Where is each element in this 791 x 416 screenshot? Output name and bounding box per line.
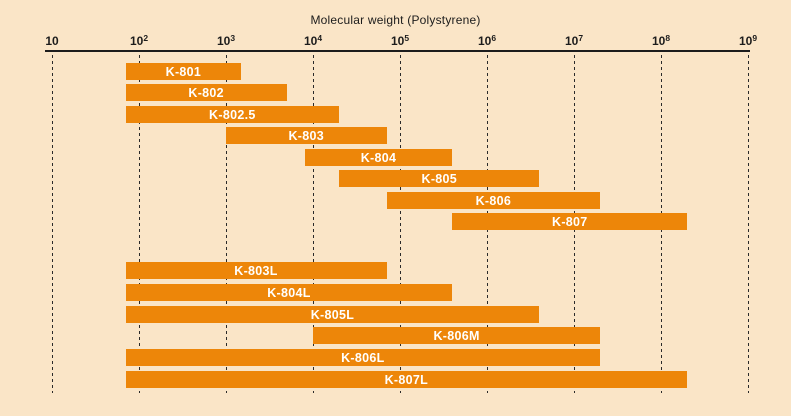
tick-base: 10 [390, 34, 405, 48]
tick-exponent: 4 [317, 33, 323, 43]
tick-exponent: 8 [665, 33, 671, 43]
x-tick-label: 104 [304, 34, 322, 48]
x-tick-label: 103 [217, 34, 235, 48]
bar-label: K-802 [188, 85, 224, 100]
tick-exponent: 9 [752, 33, 758, 43]
chart-title: Molecular weight (Polystyrene) [310, 13, 481, 27]
tick-exponent: 3 [230, 33, 236, 43]
range-bar-k-807: K-807 [452, 213, 688, 230]
x-tick-label: 105 [391, 34, 409, 48]
x-tick-label: 109 [739, 34, 757, 48]
x-axis-line [45, 50, 750, 52]
tick-base: 10 [651, 34, 666, 48]
bar-label: K-802.5 [209, 107, 256, 122]
range-bar-k-805: K-805 [339, 170, 540, 187]
range-bar-k-805l: K-805L [125, 306, 540, 323]
tick-base: 10 [564, 34, 579, 48]
decade-gridline [747, 55, 749, 393]
range-bar-k-806m: K-806M [313, 327, 601, 344]
bar-label: K-804L [267, 285, 311, 300]
x-tick-label: 106 [478, 34, 496, 48]
bar-label: K-806L [341, 350, 385, 365]
range-bar-k-802.5: K-802.5 [125, 106, 340, 123]
decade-gridline [399, 55, 401, 393]
bar-label: K-806 [475, 193, 512, 208]
tick-base: 10 [45, 34, 59, 48]
tick-exponent: 6 [491, 33, 497, 43]
x-tick-label: 102 [130, 34, 148, 48]
range-bar-k-806: K-806 [386, 192, 601, 209]
bar-label: K-803L [234, 263, 278, 278]
decade-gridline [51, 55, 53, 393]
range-bar-k-803l: K-803L [125, 262, 387, 279]
decade-gridline [312, 55, 314, 393]
x-tick-label: 108 [652, 34, 670, 48]
range-bar-k-804l: K-804L [125, 284, 453, 301]
tick-base: 10 [303, 34, 318, 48]
tick-exponent: 5 [404, 33, 410, 43]
bar-label: K-804 [360, 150, 397, 165]
tick-exponent: 2 [143, 33, 149, 43]
bar-label: K-807L [384, 372, 429, 387]
bar-label: K-805L [310, 307, 355, 322]
decade-gridline [225, 55, 227, 393]
bar-label: K-806M [433, 328, 480, 343]
decade-gridline [138, 55, 140, 393]
bar-label: K-807 [552, 214, 588, 229]
range-bar-k-806l: K-806L [125, 349, 601, 366]
x-tick-label: 10 [45, 34, 58, 48]
tick-base: 10 [738, 34, 753, 48]
range-bar-k-807l: K-807L [125, 371, 688, 388]
tick-base: 10 [129, 34, 144, 48]
tick-base: 10 [216, 34, 231, 48]
range-bar-k-803: K-803 [226, 127, 387, 144]
range-bar-k-802: K-802 [125, 84, 287, 101]
range-bar-k-804: K-804 [304, 149, 453, 166]
bar-label: K-803 [288, 128, 325, 143]
range-bar-k-801: K-801 [125, 63, 242, 80]
x-tick-label: 107 [565, 34, 583, 48]
tick-base: 10 [477, 34, 492, 48]
bar-label: K-801 [165, 64, 202, 79]
tick-exponent: 7 [578, 33, 584, 43]
bar-label: K-805 [421, 171, 458, 186]
